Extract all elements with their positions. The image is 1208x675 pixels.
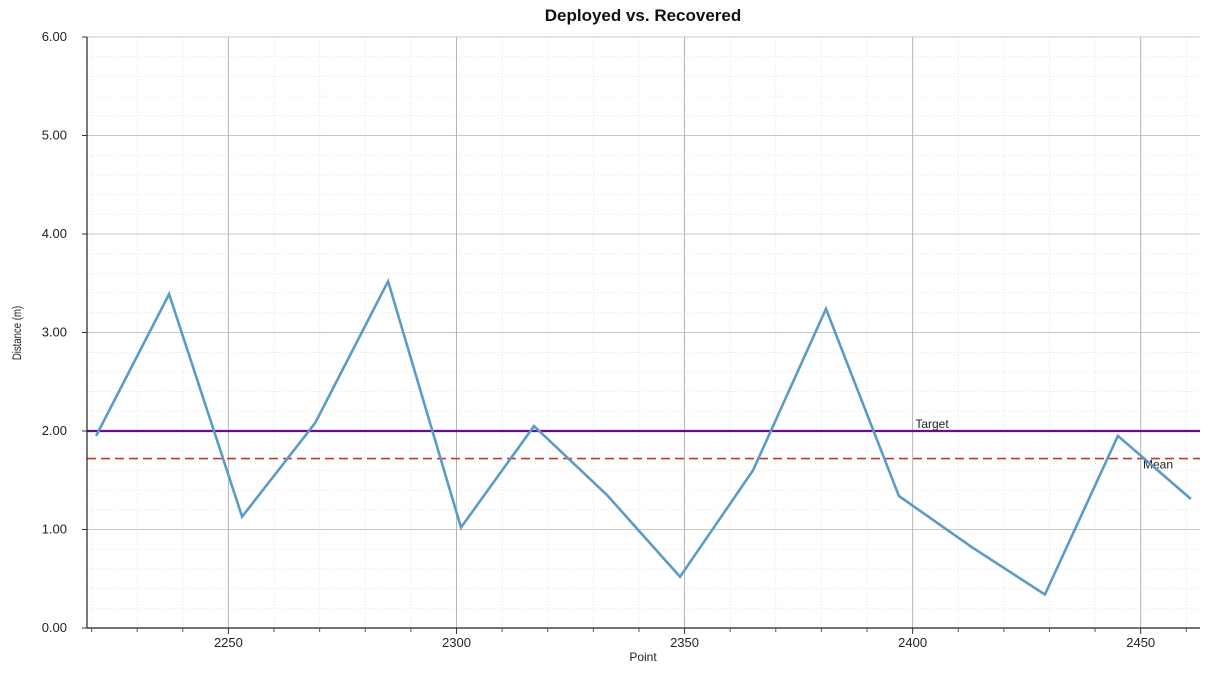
- x-tick-label: 2250: [214, 635, 243, 650]
- major-grid: [87, 36, 1200, 629]
- y-tick-label: 0.00: [42, 620, 67, 635]
- x-axis-label: Point: [629, 650, 657, 664]
- y-tick-label: 3.00: [42, 325, 67, 340]
- y-tick-label: 4.00: [42, 226, 67, 241]
- chart-title: Deployed vs. Recovered: [545, 6, 742, 25]
- x-tick-label: 2450: [1126, 635, 1155, 650]
- series-layer: [94, 277, 1192, 597]
- reference-label-mean: Mean: [1143, 458, 1173, 472]
- y-axis-ticks: 0.00 1.00 2.00 3.00 4.00 5.00 6.00: [42, 29, 87, 635]
- reference-label-target: Target: [915, 417, 949, 431]
- x-axis-ticks: 2250 2300 2350 2400 2450: [91, 628, 1187, 650]
- series-line: [94, 277, 1192, 597]
- x-tick-label: 2400: [898, 635, 927, 650]
- x-tick-label: 2300: [442, 635, 471, 650]
- y-tick-label: 6.00: [42, 29, 67, 44]
- reference-lines: Target Mean: [87, 417, 1200, 472]
- y-axis-label: Distance (m): [11, 306, 24, 360]
- y-tick-label: 5.00: [42, 128, 67, 143]
- y-tick-label: 2.00: [42, 423, 67, 438]
- y-tick-label: 1.00: [42, 522, 67, 537]
- x-tick-label: 2350: [670, 635, 699, 650]
